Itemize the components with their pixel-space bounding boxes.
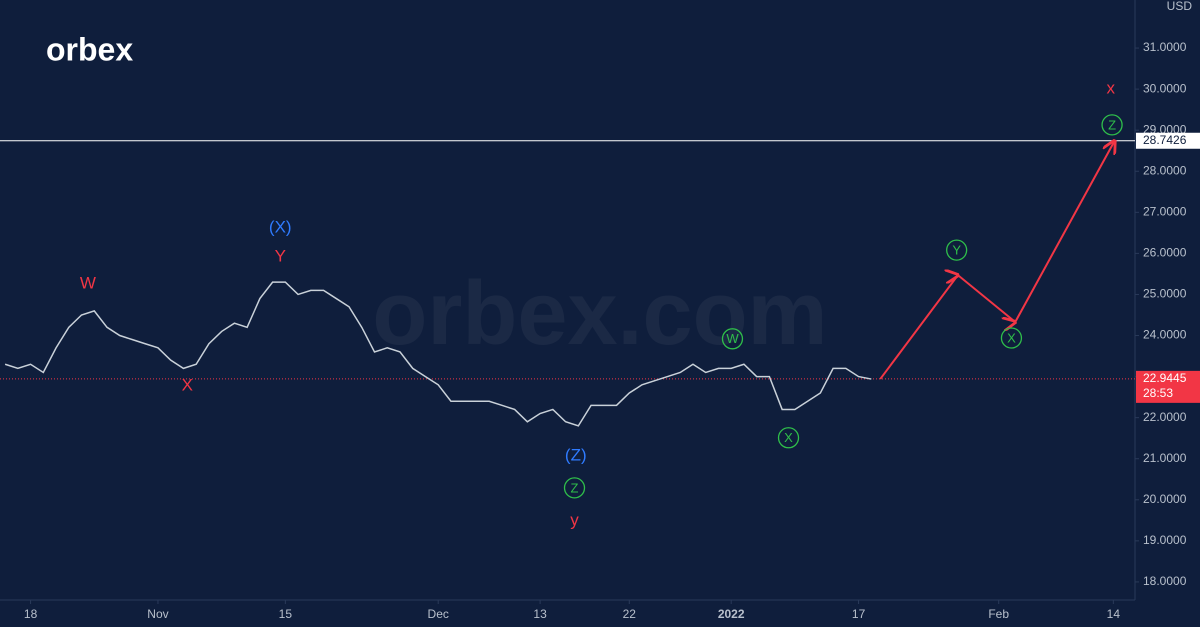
y-tick-label: 31.0000: [1143, 40, 1187, 54]
x-tick-label: Dec: [428, 607, 449, 621]
wave-label: (X): [269, 218, 292, 237]
wave-label: y: [570, 510, 579, 529]
y-tick-label: 30.0000: [1143, 81, 1187, 95]
wave-circle: [946, 239, 968, 261]
y-tick-label: 20.0000: [1143, 492, 1187, 506]
wave-circle: [777, 427, 800, 449]
wave-label: W: [80, 273, 96, 292]
y-tick-label: 22.0000: [1143, 410, 1187, 424]
y-tick-label: 18.0000: [1143, 574, 1187, 588]
price-tag-label: 22.9445: [1143, 371, 1187, 385]
brand-logo: orbex: [46, 31, 133, 67]
x-tick-label: 22: [623, 607, 637, 621]
x-tick-label: 18: [24, 607, 38, 621]
wave-circle: [721, 328, 744, 350]
x-tick-label: 13: [533, 607, 547, 621]
x-tick-label: 14: [1107, 607, 1121, 621]
price-tag: [1136, 370, 1200, 403]
wave-label: Y: [275, 246, 286, 265]
price-tag: [1136, 132, 1200, 149]
wave-label: Y: [952, 243, 961, 258]
wave-circle: [563, 477, 586, 499]
wave-label: Z: [571, 480, 579, 495]
price-tag-label: 28.7426: [1143, 133, 1187, 147]
wave-label: Z: [1108, 117, 1116, 132]
x-tick-label: 17: [852, 607, 866, 621]
price-line: [4, 281, 872, 427]
currency: USD: [1167, 0, 1193, 13]
watermark: orbex.com: [372, 264, 827, 364]
wave-circle: [1101, 114, 1123, 136]
y-tick-label: 28.0000: [1143, 163, 1187, 177]
countdown: 28:53: [1143, 386, 1173, 400]
y-tick-label: 21.0000: [1143, 451, 1187, 465]
x-tick-label: Feb: [988, 607, 1009, 621]
wave-label: X: [784, 430, 793, 445]
y-tick-label: 27.0000: [1143, 204, 1187, 218]
wave-label: W: [726, 331, 739, 346]
x-tick-label: 2022: [718, 607, 745, 621]
wave-label: x: [1107, 78, 1116, 97]
y-tick-label: 24.0000: [1143, 328, 1187, 342]
x-tick-label: Nov: [147, 607, 168, 621]
wave-label: (Z): [565, 446, 587, 465]
wave-label: X: [182, 375, 193, 394]
wave-label: X: [1007, 330, 1016, 345]
y-tick-label: 26.0000: [1143, 246, 1187, 260]
x-tick-label: 15: [279, 607, 293, 621]
wave-circle: [1000, 327, 1023, 349]
y-tick-label: 19.0000: [1143, 533, 1187, 547]
y-tick-label: 25.0000: [1143, 287, 1187, 301]
forecast-path: [879, 141, 1114, 380]
